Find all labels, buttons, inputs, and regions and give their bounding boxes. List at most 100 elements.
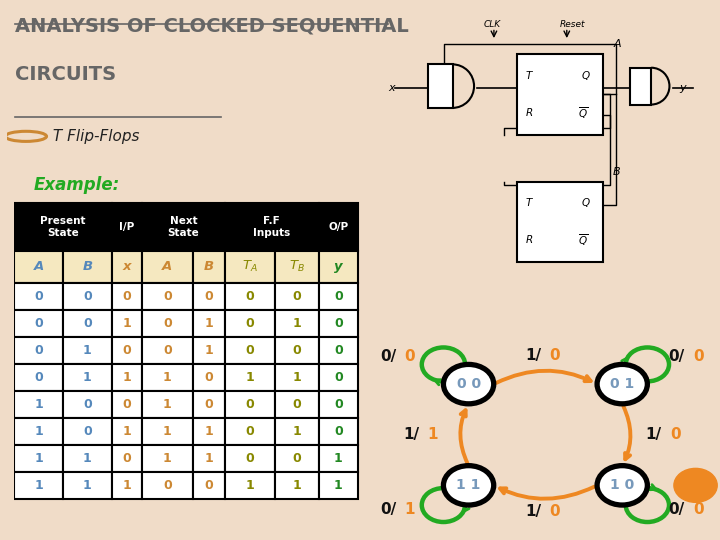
- Text: 1: 1: [334, 479, 343, 492]
- Text: 1/: 1/: [525, 348, 541, 363]
- Text: 1: 1: [428, 427, 438, 442]
- Text: 0 1: 0 1: [610, 377, 634, 391]
- Text: 1: 1: [204, 317, 213, 330]
- Text: A: A: [34, 260, 44, 273]
- Bar: [319, 472, 359, 500]
- Text: 0: 0: [204, 289, 213, 303]
- Text: 0: 0: [83, 317, 91, 330]
- Text: 1: 1: [122, 479, 131, 492]
- Text: $T_A$: $T_A$: [243, 259, 258, 274]
- Text: 1: 1: [122, 371, 131, 384]
- Bar: [319, 310, 359, 337]
- Bar: [14, 418, 63, 445]
- Bar: [14, 310, 63, 337]
- Bar: [112, 337, 143, 364]
- Text: 0: 0: [35, 289, 43, 303]
- Text: 1/: 1/: [525, 504, 541, 519]
- Bar: [193, 472, 225, 500]
- Bar: [319, 364, 359, 391]
- Text: 0: 0: [334, 344, 343, 357]
- Bar: [276, 251, 319, 282]
- Text: 1: 1: [246, 479, 255, 492]
- Text: R: R: [526, 235, 533, 245]
- Bar: [517, 55, 603, 134]
- Bar: [193, 310, 225, 337]
- Text: B: B: [613, 166, 621, 177]
- Text: 1: 1: [35, 425, 43, 438]
- Bar: [63, 418, 112, 445]
- Text: 0: 0: [292, 344, 302, 357]
- Bar: [14, 203, 112, 251]
- Text: 1: 1: [83, 344, 91, 357]
- Text: 0: 0: [122, 398, 131, 411]
- Bar: [112, 364, 143, 391]
- Text: 0: 0: [246, 452, 255, 465]
- Bar: [112, 445, 143, 472]
- Bar: [143, 337, 193, 364]
- Text: $\overline{Q}$: $\overline{Q}$: [578, 105, 588, 121]
- Text: 0: 0: [122, 344, 131, 357]
- Text: 0: 0: [292, 289, 302, 303]
- Bar: [319, 203, 359, 251]
- Bar: [225, 364, 276, 391]
- Bar: [319, 251, 359, 282]
- Text: 0: 0: [246, 425, 255, 438]
- Text: 0: 0: [405, 349, 415, 364]
- Text: 1/: 1/: [646, 427, 662, 442]
- Text: 0: 0: [334, 371, 343, 384]
- Text: CLK: CLK: [484, 19, 501, 29]
- Bar: [14, 472, 63, 500]
- Text: 0: 0: [693, 349, 703, 364]
- Text: T: T: [526, 198, 532, 208]
- Text: Reset: Reset: [560, 19, 585, 29]
- Text: 0: 0: [163, 479, 172, 492]
- Bar: [517, 181, 603, 262]
- Text: 1: 1: [204, 452, 213, 465]
- Text: ANALYSIS OF CLOCKED SEQUENTIAL: ANALYSIS OF CLOCKED SEQUENTIAL: [15, 16, 409, 35]
- Text: 0: 0: [122, 289, 131, 303]
- Text: 0: 0: [246, 344, 255, 357]
- Text: 0: 0: [549, 504, 560, 519]
- Text: 0: 0: [246, 317, 255, 330]
- Bar: [276, 282, 319, 310]
- Circle shape: [597, 364, 647, 404]
- Text: 0 0: 0 0: [456, 377, 481, 391]
- Bar: [276, 364, 319, 391]
- Polygon shape: [630, 68, 652, 105]
- Bar: [143, 203, 225, 251]
- Bar: [276, 310, 319, 337]
- Text: 0: 0: [246, 398, 255, 411]
- Bar: [225, 391, 276, 418]
- Bar: [14, 364, 63, 391]
- Bar: [143, 364, 193, 391]
- Text: 0: 0: [35, 371, 43, 384]
- Text: x: x: [388, 83, 395, 93]
- Text: 1: 1: [163, 398, 172, 411]
- Bar: [14, 282, 63, 310]
- Bar: [112, 282, 143, 310]
- Bar: [193, 445, 225, 472]
- Text: 0/: 0/: [380, 503, 396, 517]
- Circle shape: [597, 465, 647, 505]
- Bar: [143, 472, 193, 500]
- Text: 0: 0: [163, 344, 172, 357]
- Text: x: x: [122, 260, 131, 273]
- Text: I/P: I/P: [120, 222, 135, 232]
- Text: 1: 1: [122, 425, 131, 438]
- Text: A: A: [162, 260, 173, 273]
- Text: 0: 0: [83, 398, 91, 411]
- Bar: [143, 391, 193, 418]
- Text: 0: 0: [334, 289, 343, 303]
- Bar: [276, 418, 319, 445]
- Bar: [225, 445, 276, 472]
- Text: 1: 1: [83, 452, 91, 465]
- Bar: [319, 445, 359, 472]
- Text: 0: 0: [35, 344, 43, 357]
- Bar: [276, 391, 319, 418]
- Text: 0: 0: [292, 452, 302, 465]
- Bar: [14, 251, 63, 282]
- Text: 0/: 0/: [668, 503, 685, 517]
- Text: 1: 1: [83, 371, 91, 384]
- Text: 0: 0: [163, 317, 172, 330]
- Bar: [63, 310, 112, 337]
